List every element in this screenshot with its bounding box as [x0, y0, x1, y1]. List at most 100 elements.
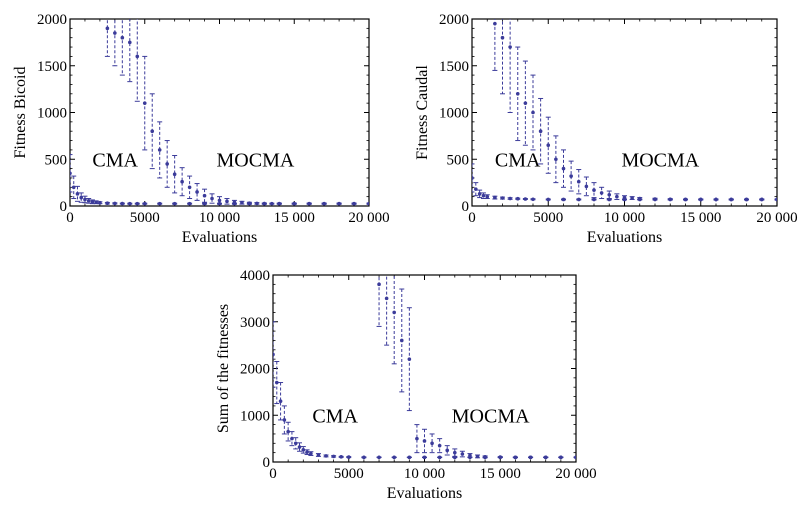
y-tick-label: 4000 — [240, 268, 270, 284]
x-tick-label: 5000 — [533, 210, 563, 226]
data-point — [546, 197, 551, 202]
data-point — [538, 129, 543, 133]
x-axis-label: Evaluations — [387, 485, 463, 502]
x-tick-label: 15 000 — [680, 210, 721, 226]
data-point — [392, 455, 397, 460]
annotation-label: MOCMA — [217, 149, 295, 171]
annotation-label: CMA — [92, 149, 138, 171]
data-point — [653, 197, 657, 201]
data-point — [135, 201, 140, 206]
data-point — [90, 199, 95, 204]
annotation-label: MOCMA — [452, 405, 530, 427]
data-point — [331, 454, 336, 459]
data-point — [217, 198, 222, 203]
data-point — [86, 199, 91, 203]
data-point — [528, 455, 533, 460]
data-point — [430, 441, 434, 446]
data-point — [508, 45, 512, 49]
y-tick-label: 3000 — [240, 315, 270, 331]
data-point — [113, 201, 117, 206]
data-point — [576, 197, 581, 202]
data-point — [79, 195, 84, 200]
y-tick-label: 500 — [45, 152, 68, 168]
x-tick-label: 0 — [269, 466, 277, 482]
y-tick-label: 0 — [60, 199, 68, 215]
data-point — [759, 197, 764, 202]
data-point — [202, 193, 207, 198]
data-point — [157, 201, 162, 206]
data-point — [592, 197, 596, 202]
x-tick-label: 10 000 — [604, 210, 645, 226]
data-point — [500, 196, 505, 200]
annotation-label: CMA — [312, 405, 358, 427]
data-point — [415, 436, 419, 441]
data-point — [377, 282, 381, 287]
plot-area — [273, 275, 576, 460]
y-tick-label: 0 — [263, 455, 271, 471]
data-point — [362, 455, 366, 460]
data-point — [508, 196, 512, 201]
data-point — [180, 179, 184, 184]
x-tick-label: 15 000 — [480, 466, 521, 482]
series-1 — [376, 275, 576, 460]
data-point — [698, 197, 703, 202]
data-point — [187, 185, 192, 190]
y-tick-label: 2000 — [439, 12, 469, 28]
y-tick-label: 1500 — [37, 59, 67, 75]
data-point — [262, 201, 267, 206]
y-tick-label: 1500 — [439, 59, 469, 75]
data-point — [187, 201, 192, 206]
data-point — [630, 196, 634, 200]
x-axis-label: Evaluations — [182, 229, 258, 246]
data-point — [407, 455, 412, 460]
data-point — [307, 201, 312, 206]
data-point — [142, 101, 147, 105]
data-point — [422, 455, 427, 460]
y-tick-label: 2000 — [37, 12, 67, 28]
data-point — [407, 357, 412, 361]
data-point — [202, 201, 207, 206]
data-point — [561, 197, 566, 202]
data-point — [576, 179, 581, 184]
x-tick-label: 10 000 — [199, 210, 240, 226]
data-point — [277, 201, 282, 206]
data-point — [637, 196, 642, 201]
data-point — [392, 310, 397, 315]
data-point — [278, 399, 283, 404]
data-point — [113, 31, 117, 35]
data-point — [561, 166, 566, 171]
data-point — [468, 453, 472, 458]
data-point — [247, 201, 252, 205]
data-point — [94, 200, 98, 205]
data-point — [437, 443, 442, 448]
data-point — [270, 201, 274, 206]
data-point — [584, 184, 589, 189]
y-tick-label: 2000 — [240, 362, 270, 378]
x-tick-label: 0 — [468, 210, 476, 226]
data-point — [316, 453, 321, 457]
data-point — [293, 441, 298, 446]
data-point — [128, 40, 132, 45]
x-tick-label: 20 000 — [555, 466, 596, 482]
data-point — [225, 199, 229, 204]
data-point — [574, 455, 576, 460]
data-point — [346, 455, 351, 459]
data-point — [714, 197, 718, 202]
data-point — [255, 201, 259, 206]
series-0 — [273, 321, 576, 460]
data-point — [622, 195, 627, 200]
data-point — [210, 196, 214, 201]
x-tick-label: 0 — [66, 210, 74, 226]
data-point — [592, 188, 596, 192]
data-point — [744, 197, 749, 202]
y-tick-label: 1000 — [439, 106, 469, 122]
data-point — [546, 143, 551, 148]
data-point — [515, 92, 520, 96]
data-point — [286, 429, 290, 434]
data-point — [232, 200, 237, 205]
data-point — [273, 352, 275, 357]
data-point — [445, 448, 450, 453]
data-point — [377, 455, 381, 460]
data-point — [75, 192, 80, 196]
